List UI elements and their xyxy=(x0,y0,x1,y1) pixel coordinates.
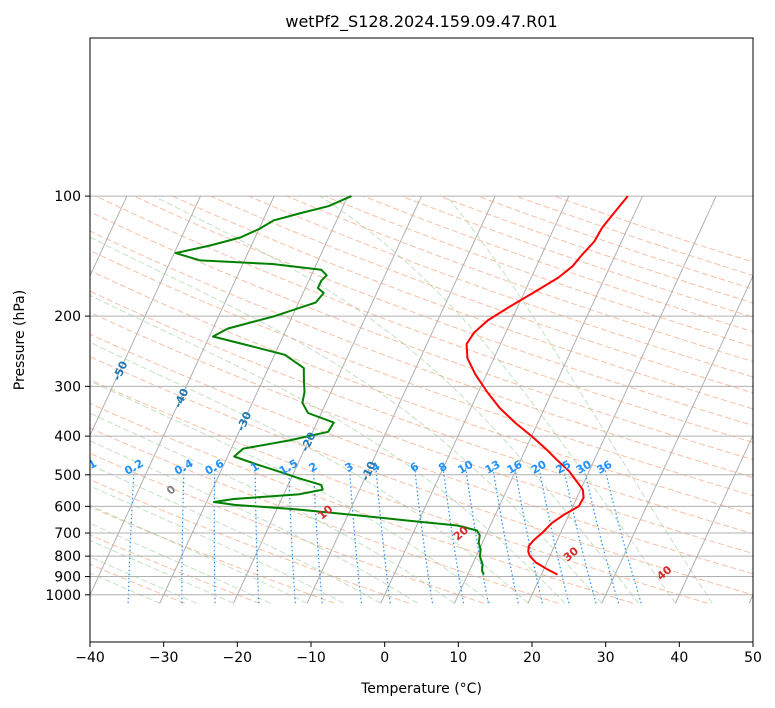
moist-adiabat-line xyxy=(90,464,382,604)
moist-adiabat-line xyxy=(90,294,566,604)
isotherm-line xyxy=(527,195,717,604)
x-tick-label: 50 xyxy=(744,650,762,666)
y-tick-label: 600 xyxy=(54,499,81,515)
isotherm-line xyxy=(674,434,753,604)
pressure-gridlines xyxy=(90,195,753,596)
moist-adiabat-line xyxy=(90,440,418,604)
dry-adiabat-line xyxy=(133,195,753,427)
x-tick-label: 0 xyxy=(380,650,389,666)
moist-adiabat-line xyxy=(90,341,529,604)
x-tick-label: −40 xyxy=(75,650,105,666)
mixing-ratio-line xyxy=(514,467,543,604)
x-tick-label: −10 xyxy=(296,650,326,666)
x-tick-label: 40 xyxy=(670,650,688,666)
mixing-ratio-line xyxy=(312,467,323,604)
y-tick-label: 900 xyxy=(54,570,81,586)
moist-adiabat-line xyxy=(90,236,603,604)
dry-adiabat-line xyxy=(248,195,753,378)
dry-adiabat-line xyxy=(90,333,753,575)
isotherm-line xyxy=(601,274,753,604)
mixing-ratio-line xyxy=(604,467,642,604)
moist-adiabat-line xyxy=(153,195,639,604)
mixing-ratio-line xyxy=(213,467,216,604)
y-tick-label: 500 xyxy=(54,468,81,484)
y-tick-label: 400 xyxy=(54,429,81,445)
dry-adiabat-line xyxy=(90,563,186,604)
x-tick-label: −30 xyxy=(149,650,179,666)
x-tick-label: 10 xyxy=(449,650,467,666)
dry-adiabat-line xyxy=(210,195,753,394)
moist-adiabat-line xyxy=(90,485,345,604)
mixing-ratio-line xyxy=(348,467,362,604)
x-tick-label: 30 xyxy=(597,650,615,666)
y-tick-label: 100 xyxy=(54,189,81,205)
isotherm-line xyxy=(232,195,422,604)
y-tick-label: 300 xyxy=(54,379,81,395)
dry-adiabat-line xyxy=(90,311,753,555)
axes: −40 −30 −20 −10 0 10 20 30 40 50 100 200 300 400 500 60… xyxy=(45,189,762,666)
mixing-ratio-line xyxy=(414,467,434,604)
dry-adiabat-line xyxy=(90,230,753,479)
mixing-ratio-line xyxy=(375,467,391,604)
isotherm-line xyxy=(306,195,496,604)
x-tick-label: 20 xyxy=(523,650,541,666)
dry-adiabat-line xyxy=(90,427,559,604)
dry-adiabat-line xyxy=(90,356,753,596)
mixing-ratio-line xyxy=(442,467,465,604)
mixing-ratio-line xyxy=(563,467,597,604)
y-tick-label: 1000 xyxy=(45,588,81,604)
dry-adiabat-line xyxy=(90,379,708,604)
mixing-ratio-line xyxy=(288,467,296,604)
isotherm-line xyxy=(453,195,643,604)
isotherm-line xyxy=(90,195,275,596)
moist-adiabat-line xyxy=(90,412,455,604)
y-tick-label: 700 xyxy=(54,526,81,542)
dewpoint-line xyxy=(174,195,485,576)
mixing-ratio-line xyxy=(127,467,135,604)
background-lines xyxy=(90,195,753,604)
moist-adiabat-line xyxy=(319,195,676,604)
dry-adiabat-line xyxy=(90,270,753,515)
profile-series xyxy=(174,195,629,576)
mixing-ratio-line xyxy=(181,467,185,604)
dry-adiabat-line xyxy=(90,290,753,535)
y-axis-label: Pressure (hPa) xyxy=(12,290,28,390)
mixing-ratio-label: 0.1 xyxy=(76,457,99,478)
isotherm-line xyxy=(90,195,201,437)
y-tick-label: 200 xyxy=(54,309,81,325)
x-tick-label: −20 xyxy=(223,650,253,666)
x-axis-label: Temperature (°C) xyxy=(360,681,482,697)
isotherm-line xyxy=(380,195,570,604)
mixing-ratio-line xyxy=(492,467,519,604)
mixing-ratio-line xyxy=(538,467,570,604)
plot-frame xyxy=(89,37,754,643)
isotherm-line xyxy=(159,195,349,604)
mixing-ratio-line xyxy=(254,467,260,604)
line-labels: -100-90-80-70-60-50-40-30-20-100.10.20.4… xyxy=(76,359,675,583)
mixing-ratio-line xyxy=(465,467,489,604)
isotherm-line xyxy=(90,195,128,278)
moist-adiabat-line xyxy=(90,380,492,604)
y-tick-label: 800 xyxy=(54,549,81,565)
chart-title: wetPf2_S128.2024.159.09.47.R01 xyxy=(285,12,557,32)
temperature-line xyxy=(465,195,629,576)
mixing-ratio-line xyxy=(583,467,620,604)
dry-adiabat-line xyxy=(90,402,634,604)
